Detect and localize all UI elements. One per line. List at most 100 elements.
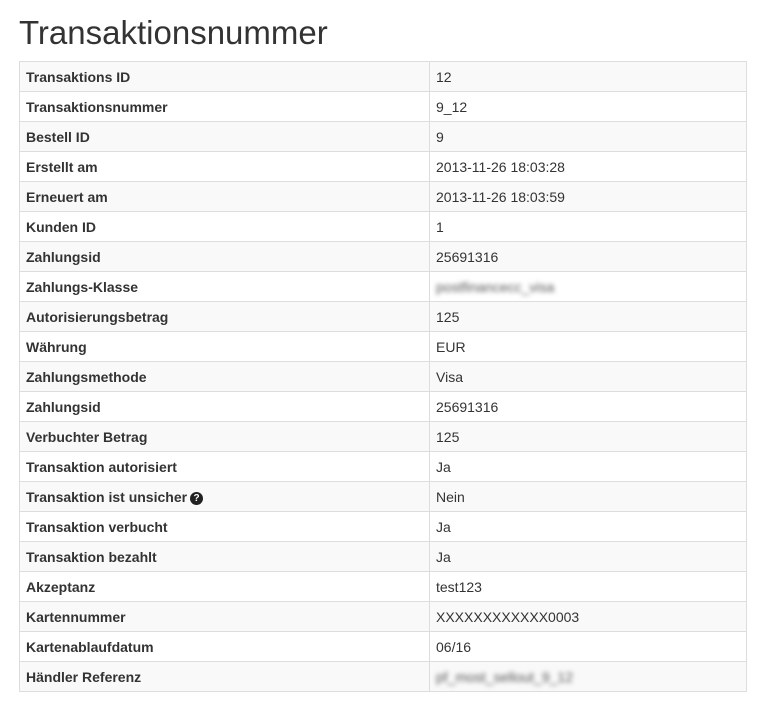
row-value-text: 06/16 (436, 638, 472, 655)
row-label-text: Währung (26, 338, 87, 355)
row-label: Transaktionsnummer (19, 91, 430, 122)
table-row: Autorisierungsbetrag 125 (19, 301, 747, 332)
row-label-text: Kartennummer (26, 608, 126, 625)
row-value-text: EUR (436, 338, 466, 355)
row-label: Verbuchter Betrag (19, 421, 430, 452)
row-label-text: Erstellt am (26, 158, 98, 175)
row-label-text: Bestell ID (26, 128, 90, 145)
row-label-text: Kunden ID (26, 218, 96, 235)
table-row: Händler Referenz pf_most_sellout_9_12 (19, 661, 747, 692)
row-value-text: 9_12 (436, 98, 468, 115)
table-row: Kunden ID 1 (19, 211, 747, 242)
table-row: Transaktion autorisiert Ja (19, 451, 747, 482)
row-value-text: 25691316 (436, 398, 499, 415)
row-label-text: Zahlungs-Klasse (26, 278, 139, 295)
row-value: 2013-11-26 18:03:28 (429, 151, 747, 182)
row-label-text: Verbuchter Betrag (26, 428, 148, 445)
row-label-text: Transaktion verbucht (26, 518, 168, 535)
row-label-text: Kartenablaufdatum (26, 638, 154, 655)
row-value: 06/16 (429, 631, 747, 662)
row-label-text: Akzeptanz (26, 578, 96, 595)
row-value-text: 25691316 (436, 248, 499, 265)
row-value: Nein (429, 481, 747, 512)
row-value: Ja (429, 511, 747, 542)
row-label-text: Transaktion autorisiert (26, 458, 177, 475)
row-value: Ja (429, 541, 747, 572)
row-value-text: Ja (436, 518, 451, 535)
row-label: Kartenablaufdatum (19, 631, 430, 662)
row-value: Ja (429, 451, 747, 482)
row-value: Visa (429, 361, 747, 392)
row-label: Erneuert am (19, 181, 430, 212)
table-row: Erneuert am 2013-11-26 18:03:59 (19, 181, 747, 212)
row-label: Transaktion autorisiert (19, 451, 430, 482)
table-row: Transaktion verbucht Ja (19, 511, 747, 542)
question-circle-icon[interactable]: ? (190, 491, 204, 505)
table-row: Währung EUR (19, 331, 747, 362)
row-value-text: 9 (436, 128, 444, 145)
row-value-text: Nein (436, 488, 465, 505)
row-value-text: pf_most_sellout_9_12 (436, 668, 573, 685)
row-label: Zahlungsid (19, 391, 430, 422)
row-label-text: Zahlungsid (26, 398, 101, 415)
table-row: Zahlungsid 25691316 (19, 391, 747, 422)
row-label: Erstellt am (19, 151, 430, 182)
table-row: Bestell ID 9 (19, 121, 747, 152)
row-label-text: Transaktion bezahlt (26, 548, 157, 565)
row-label-text: Autorisierungsbetrag (26, 308, 169, 325)
row-label: Akzeptanz (19, 571, 430, 602)
row-value: EUR (429, 331, 747, 362)
row-label-text: Transaktions ID (26, 68, 131, 85)
transaction-details-table: Transaktions ID 12 Transaktionsnummer 9_12 B… (19, 61, 747, 692)
row-value: 25691316 (429, 241, 747, 272)
table-row: Zahlungs-Klasse postfinancecc_visa (19, 271, 747, 302)
row-value: postfinancecc_visa (429, 271, 747, 302)
row-label: Zahlungsid (19, 241, 430, 272)
row-label: Währung (19, 331, 430, 362)
row-value-text: postfinancecc_visa (436, 278, 555, 295)
row-label-text: Händler Referenz (26, 668, 142, 685)
row-label: Transaktion verbucht (19, 511, 430, 542)
row-value: XXXXXXXXXXXX0003 (429, 601, 747, 632)
row-value-text: 125 (436, 428, 460, 445)
row-value: test123 (429, 571, 747, 602)
row-value: 9_12 (429, 91, 747, 122)
table-row: Transaktions ID 12 (19, 61, 747, 92)
row-label: Kartennummer (19, 601, 430, 632)
row-value-text: 2013-11-26 18:03:28 (436, 158, 565, 175)
row-label: Autorisierungsbetrag (19, 301, 430, 332)
row-value-text: 2013-11-26 18:03:59 (436, 188, 565, 205)
row-label: Händler Referenz (19, 661, 430, 692)
row-value-text: XXXXXXXXXXXX0003 (436, 608, 580, 625)
row-label-text: Zahlungsmethode (26, 368, 147, 385)
page-title: Transaktionsnummer (19, 14, 328, 51)
row-value-text: 12 (436, 68, 452, 85)
table-row: Kartenablaufdatum 06/16 (19, 631, 747, 662)
table-row: Zahlungsid 25691316 (19, 241, 747, 272)
table-row: Zahlungsmethode Visa (19, 361, 747, 392)
row-label: Zahlungsmethode (19, 361, 430, 392)
row-value-text: Ja (436, 458, 451, 475)
row-value: 125 (429, 301, 747, 332)
table-row: Transaktion bezahlt Ja (19, 541, 747, 572)
table-row: Erstellt am 2013-11-26 18:03:28 (19, 151, 747, 182)
row-value: 25691316 (429, 391, 747, 422)
row-value: 125 (429, 421, 747, 452)
row-label-text: Transaktion ist unsicher (26, 488, 188, 505)
row-value: 1 (429, 211, 747, 242)
row-label-text: Erneuert am (26, 188, 108, 205)
row-value-text: Visa (436, 368, 463, 385)
row-label: Transaktions ID (19, 61, 430, 92)
row-value-text: 125 (436, 308, 460, 325)
row-label: Bestell ID (19, 121, 430, 152)
row-value-text: test123 (436, 578, 482, 595)
row-value: pf_most_sellout_9_12 (429, 661, 747, 692)
table-row: Transaktion ist unsicher? Nein (19, 481, 747, 512)
row-label-text: Zahlungsid (26, 248, 101, 265)
row-label: Zahlungs-Klasse (19, 271, 430, 302)
row-label: Transaktion ist unsicher? (19, 481, 430, 512)
row-value: 12 (429, 61, 747, 92)
row-value: 2013-11-26 18:03:59 (429, 181, 747, 212)
row-value-text: 1 (436, 218, 444, 235)
table-row: Akzeptanz test123 (19, 571, 747, 602)
